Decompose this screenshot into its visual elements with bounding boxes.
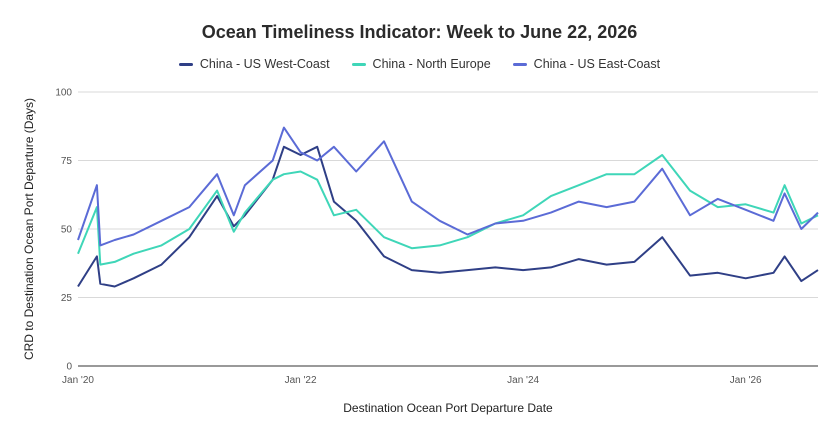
y-tick-labels: 0 25 50 75 100 [55,88,72,373]
x-tick-labels: Jan '20 Jan '22 Jan '24 Jan '26 [62,375,762,386]
gridlines [78,91,818,367]
x-axis-label: Destination Ocean Port Departure Date [343,401,553,415]
chart-title: Ocean Timeliness Indicator: Week to June… [201,22,638,42]
y-tick-label: 25 [61,293,73,304]
legend-swatch-us-west-coast [178,62,193,66]
x-tick-label: Jan '22 [285,375,317,386]
series-line-2 [77,126,819,247]
series-line-1 [77,154,819,266]
legend-item-north-europe[interactable]: China - North Europe [351,57,491,71]
legend-swatch-us-east-coast [512,62,527,66]
x-tick-label: Jan '20 [62,375,94,386]
legend-swatch-north-europe [351,62,366,66]
y-tick-label: 100 [55,88,72,99]
series-lines [77,126,819,288]
legend-label-north-europe: China - North Europe [372,57,491,71]
y-tick-label: 0 [66,362,72,373]
series-line-0 [77,145,819,288]
legend-label-us-west-coast: China - US West-Coast [199,57,330,71]
legend-item-us-west-coast[interactable]: China - US West-Coast [178,57,330,71]
y-tick-label: 50 [61,225,73,236]
x-tick-label: Jan '26 [730,375,762,386]
y-axis-label: CRD to Destination Ocean Port Departure … [22,98,36,360]
legend-label-us-east-coast: China - US East-Coast [533,57,661,71]
legend: China - US West-Coast China - North Euro… [0,57,839,71]
y-tick-label: 75 [61,156,73,167]
legend-item-us-east-coast[interactable]: China - US East-Coast [512,57,661,71]
x-tick-label: Jan '24 [507,375,539,386]
